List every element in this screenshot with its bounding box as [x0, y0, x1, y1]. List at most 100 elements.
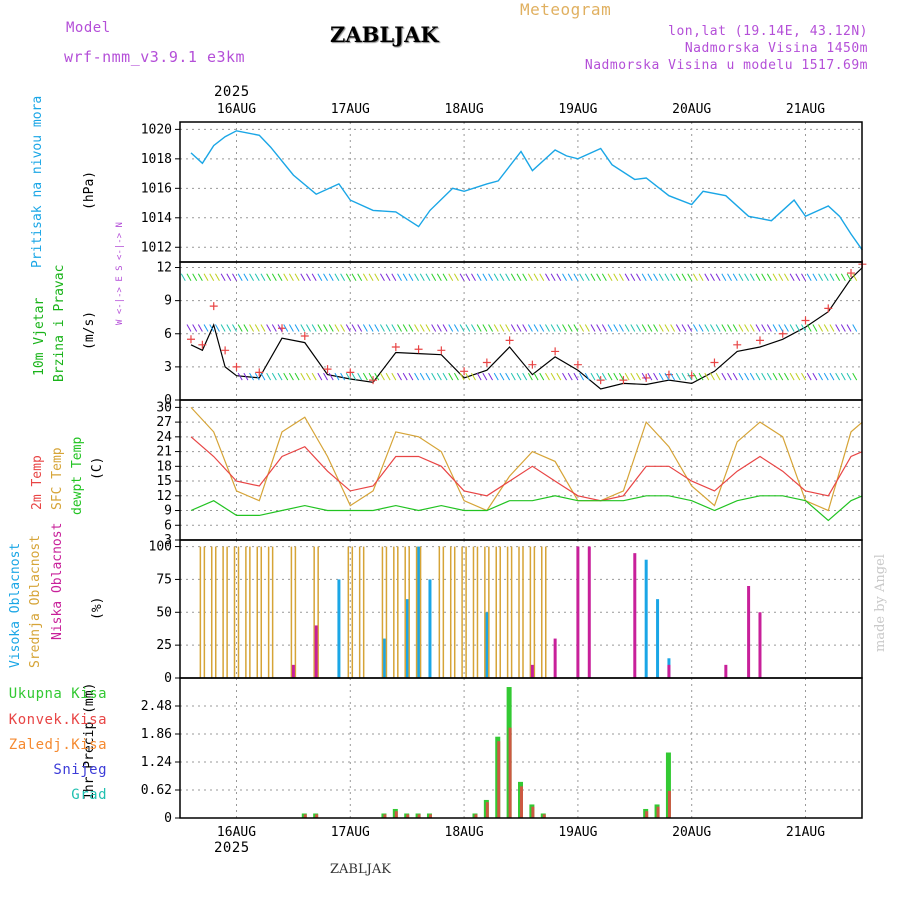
wind-barb [624, 324, 630, 332]
legend-conv-rain: Konvek.Kisa [8, 712, 107, 728]
wind-gust-mark [232, 362, 241, 371]
wind-barb [254, 324, 260, 332]
wind-barb [647, 372, 653, 381]
wind-barb [442, 324, 448, 332]
wind-barb [237, 372, 243, 381]
wind-barb [801, 324, 806, 332]
wind-barb [778, 273, 784, 282]
wind-barb [772, 372, 778, 381]
wind-barb [778, 324, 784, 332]
wind-barb [630, 324, 636, 332]
cloud-high-bar [337, 579, 341, 678]
y-tick-label: 6 [164, 518, 172, 533]
wind-barb [527, 273, 533, 282]
wind-barb [516, 324, 522, 332]
wind-barb [681, 273, 687, 282]
model-label: Model [66, 20, 111, 36]
wind-barb [340, 273, 346, 282]
wind-barb [789, 273, 795, 282]
date-label-top: 16AUG [217, 102, 256, 117]
wind-barb [755, 273, 761, 282]
cloud-low-bar [314, 625, 318, 678]
wind-barb [465, 273, 471, 282]
wind-barb [471, 372, 476, 381]
wind-barb [846, 324, 852, 332]
precip-conv-bar [497, 741, 501, 818]
year-label-bottom: 2025 [214, 840, 250, 856]
wind-barb [226, 273, 232, 282]
wind-barb [710, 273, 715, 282]
wind-barb [522, 273, 528, 282]
wind-gust-mark [323, 365, 332, 374]
wind-gust-mark [824, 304, 833, 313]
precip-conv-bar [542, 814, 546, 818]
wind-barb [670, 273, 676, 282]
wind-barb [749, 273, 755, 282]
wind-barb [658, 273, 664, 282]
wind-barb [596, 324, 602, 332]
pressure-line [190, 130, 863, 251]
y-tick-label: 30 [156, 400, 172, 415]
wind-barb [579, 324, 585, 332]
wind-gust-mark [551, 347, 560, 356]
wind-barb [766, 372, 772, 381]
footer-station: ZABLJAK [330, 862, 391, 877]
cloud-low-bar [530, 664, 534, 678]
cloud-low-bar [747, 586, 751, 678]
wind-barb [288, 273, 294, 282]
wind-barb [636, 324, 641, 332]
wind-barb [675, 372, 681, 381]
dewpt-line [190, 495, 863, 522]
wind-barb [368, 372, 374, 381]
y-tick-label: 0 [164, 671, 172, 686]
wind-gust-mark [198, 340, 207, 349]
y-tick-label: 3 [164, 533, 172, 548]
wind-barb [306, 372, 311, 381]
date-label-bottom: 16AUG [217, 825, 256, 840]
wind-barb [596, 273, 602, 282]
wind-barb [357, 372, 363, 381]
wind-barb [755, 372, 761, 381]
cloud-low-bar [553, 638, 557, 678]
wind-barb [374, 273, 380, 282]
wind-barb [715, 372, 721, 381]
wind-barb [374, 324, 380, 332]
wind-barb [801, 273, 806, 282]
wind-barb [584, 324, 590, 332]
y-tick-label: 12 [156, 261, 172, 276]
y-tick-label: 1.24 [141, 755, 172, 770]
wind-barb [408, 273, 414, 282]
wind-gust-mark [642, 373, 651, 382]
wind-barb [277, 372, 283, 381]
wind-barb [459, 273, 465, 282]
panel-frame [179, 399, 863, 541]
wind-barb [835, 372, 841, 381]
wind-barb [288, 372, 294, 381]
wind-barb [721, 324, 727, 332]
precip-conv-bar [667, 790, 671, 818]
model-name: wrf-nmm_v3.9.1 e3km [64, 48, 246, 66]
wind-gust-mark [300, 331, 309, 340]
wind-barb [562, 273, 567, 282]
wind-barb [590, 324, 596, 332]
wind-barb [761, 273, 767, 282]
wind-barb [766, 273, 772, 282]
altitude-info: Nadmorska Visina 1450m [684, 41, 868, 56]
wind-barb [505, 324, 511, 332]
y-tick-label: 1016 [141, 181, 172, 196]
wind-barb [840, 273, 846, 282]
app-title: Meteogram [520, 0, 612, 19]
wind-barb [442, 372, 448, 381]
temp2m-line [190, 436, 863, 502]
wind-barb [266, 273, 272, 282]
y-tick-label: 50 [156, 605, 172, 620]
wind-barb [607, 273, 613, 282]
wind-barb [266, 324, 272, 332]
wind-barb [630, 273, 636, 282]
wind-barb [431, 273, 437, 282]
wind-barb [710, 324, 715, 332]
wind-barb [545, 273, 550, 282]
wind-barb [527, 324, 533, 332]
wind-barb [527, 372, 533, 381]
